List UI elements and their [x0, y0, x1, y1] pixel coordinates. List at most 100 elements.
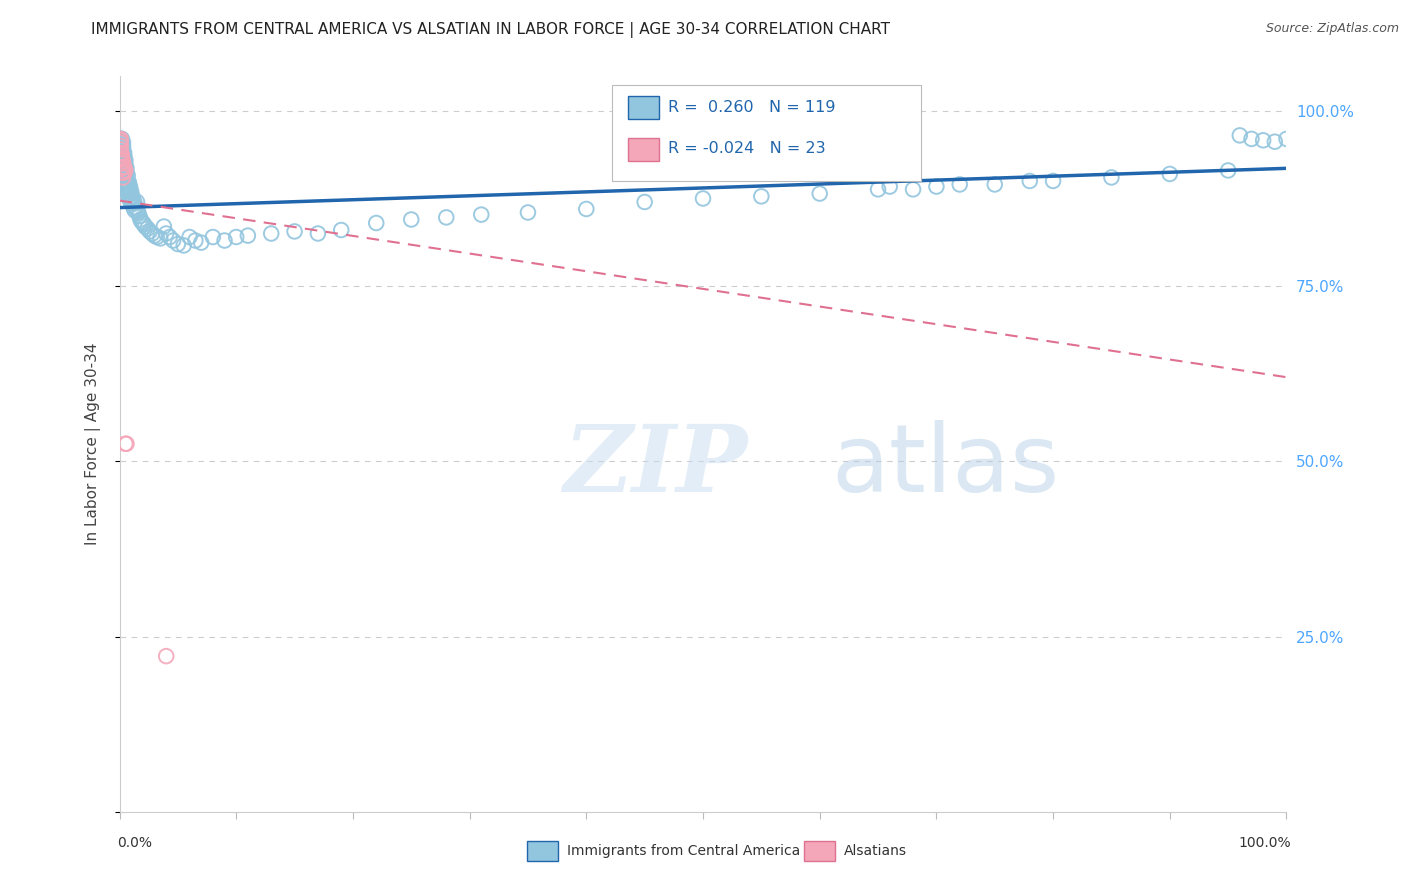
Point: [121, 189, 143, 203]
Point: [115, 179, 138, 194]
Text: Immigrants from Central America: Immigrants from Central America: [567, 844, 800, 858]
Point: [132, 218, 155, 232]
Point: [366, 216, 388, 230]
Point: [575, 202, 598, 216]
Point: [125, 203, 148, 218]
Point: [124, 196, 146, 211]
Point: [111, 143, 134, 157]
Point: [110, 132, 132, 146]
Point: [925, 179, 948, 194]
Point: [111, 153, 134, 167]
Point: [112, 145, 135, 160]
Point: [155, 649, 177, 664]
Point: [118, 192, 141, 206]
Text: R = -0.024   N = 23: R = -0.024 N = 23: [668, 142, 825, 156]
Point: [110, 149, 132, 163]
Point: [141, 227, 163, 241]
Point: [114, 156, 136, 170]
Point: [118, 179, 141, 194]
Point: [190, 235, 212, 250]
Point: [112, 154, 135, 169]
Point: [118, 186, 141, 201]
Point: [117, 186, 139, 201]
Point: [118, 192, 141, 206]
Point: [260, 227, 283, 241]
Point: [117, 178, 139, 192]
Point: [1240, 132, 1263, 146]
Point: [122, 194, 145, 208]
Point: [136, 221, 159, 235]
Point: [115, 165, 138, 179]
Text: Source: ZipAtlas.com: Source: ZipAtlas.com: [1265, 22, 1399, 36]
Point: [114, 163, 136, 178]
Point: [117, 169, 139, 183]
Point: [110, 153, 132, 167]
Point: [949, 178, 972, 192]
Point: [112, 161, 135, 176]
Point: [1042, 174, 1064, 188]
Y-axis label: In Labor Force | Age 30-34: In Labor Force | Age 30-34: [86, 343, 101, 545]
Point: [111, 159, 134, 173]
Point: [110, 133, 132, 147]
Point: [110, 136, 132, 150]
Point: [129, 212, 152, 227]
Point: [127, 205, 149, 219]
Point: [114, 436, 136, 450]
Point: [115, 161, 138, 176]
Point: [201, 230, 224, 244]
Point: [118, 186, 141, 201]
Point: [159, 230, 181, 244]
Point: [146, 230, 169, 244]
Point: [115, 436, 138, 450]
Point: [114, 160, 136, 174]
Point: [155, 227, 177, 241]
Point: [1018, 174, 1040, 188]
Point: [111, 170, 134, 185]
Point: [111, 137, 134, 152]
Text: 100.0%: 100.0%: [1239, 836, 1291, 850]
Point: [134, 219, 156, 234]
Point: [434, 211, 457, 225]
Point: [149, 231, 172, 245]
Point: [120, 185, 142, 199]
Point: [112, 169, 135, 183]
Point: [692, 192, 714, 206]
Point: [121, 194, 143, 209]
Text: 0.0%: 0.0%: [117, 836, 152, 850]
Point: [225, 230, 247, 244]
Point: [114, 165, 136, 179]
Text: Alsatians: Alsatians: [844, 844, 907, 858]
Point: [110, 143, 132, 157]
Point: [470, 208, 492, 222]
Point: [1251, 133, 1274, 147]
Point: [1099, 170, 1122, 185]
Point: [112, 165, 135, 179]
Point: [124, 203, 146, 218]
Point: [184, 234, 207, 248]
Point: [112, 149, 135, 163]
Point: [111, 160, 134, 174]
Point: [111, 145, 134, 160]
Point: [307, 227, 329, 241]
Point: [111, 132, 134, 146]
Point: [115, 170, 138, 185]
Point: [128, 209, 150, 223]
Point: [111, 152, 134, 166]
Point: [111, 133, 134, 147]
Point: [114, 169, 136, 184]
Point: [179, 230, 201, 244]
Point: [634, 194, 657, 209]
Point: [139, 224, 162, 238]
Point: [284, 224, 307, 238]
Point: [162, 234, 184, 248]
Point: [111, 154, 134, 169]
Point: [117, 182, 139, 196]
Point: [110, 136, 132, 150]
Point: [111, 149, 134, 163]
Point: [110, 132, 132, 146]
Point: [984, 178, 1007, 192]
Point: [111, 161, 134, 176]
Point: [112, 165, 135, 179]
Point: [330, 223, 353, 237]
Point: [401, 212, 423, 227]
